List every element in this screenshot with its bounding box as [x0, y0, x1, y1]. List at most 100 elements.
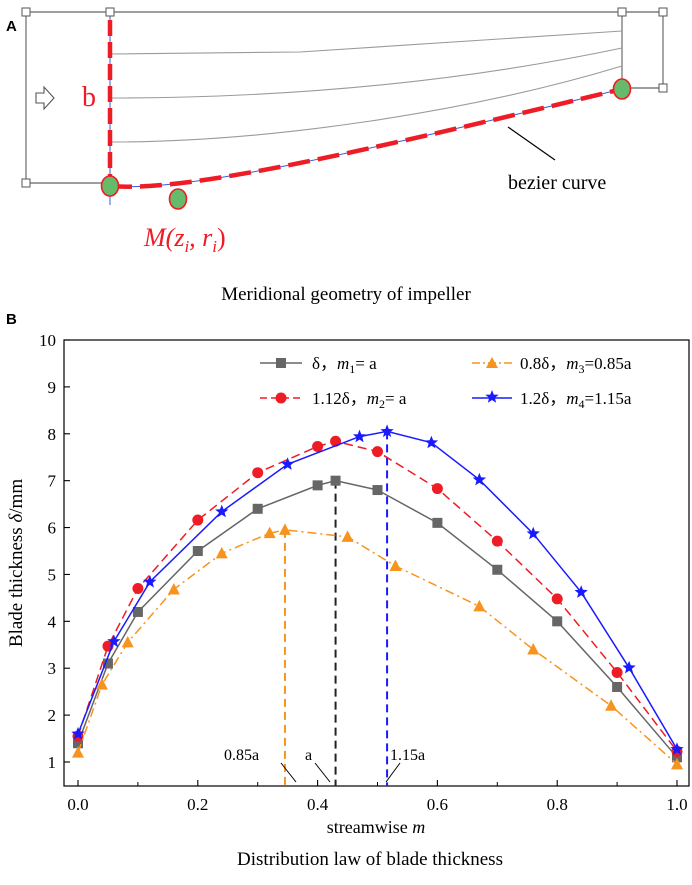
data-point	[605, 699, 618, 711]
legend-circle-marker	[275, 392, 287, 404]
control-point-end	[612, 78, 632, 100]
data-point	[622, 660, 636, 674]
series-4	[71, 424, 684, 755]
data-point	[672, 752, 682, 763]
series-1	[73, 475, 682, 763]
data-point	[71, 726, 85, 740]
data-point	[252, 503, 263, 514]
corner-marker	[105, 7, 115, 17]
corner-marker	[617, 7, 627, 17]
b-label: b	[82, 82, 96, 113]
data-point	[526, 526, 540, 540]
series-2	[72, 435, 683, 757]
bezier-curve	[109, 86, 623, 189]
data-point	[192, 514, 204, 526]
data-point	[132, 606, 143, 617]
leader-a	[314, 762, 331, 783]
data-point	[671, 757, 683, 770]
series-group	[71, 424, 684, 770]
y-tick-label: 2	[48, 706, 57, 725]
panel-a-label: A	[6, 18, 17, 35]
legend-item-series-3: 0.8δ，m3=0.85a	[472, 354, 632, 376]
plot-frame	[63, 339, 690, 787]
data-point	[102, 658, 113, 669]
data-point	[73, 738, 83, 749]
y-tick-label: 7	[48, 472, 57, 491]
x-tick-label: 0.2	[187, 795, 208, 814]
data-point	[278, 523, 291, 535]
series-3	[72, 523, 683, 770]
legend-label-series-1: δ，m1= a	[312, 354, 377, 376]
panel-a-caption: Meridional geometry of impeller	[221, 284, 471, 305]
outlet-outline	[622, 11, 664, 89]
x-tick-label: 0.8	[547, 795, 568, 814]
data-point	[551, 593, 563, 605]
data-point	[380, 424, 394, 438]
reference-lines	[283, 431, 389, 786]
data-point	[107, 634, 121, 648]
data-point	[574, 585, 588, 598]
data-point	[492, 564, 503, 575]
leader-0-85a	[280, 762, 297, 783]
data-point	[312, 440, 324, 452]
data-point	[491, 535, 503, 547]
label-a: a	[305, 747, 312, 764]
control-point-start	[100, 175, 120, 197]
bezier-curve-label: bezier curve	[508, 172, 606, 194]
data-point	[372, 485, 383, 496]
data-point	[431, 483, 443, 495]
corner-marker	[21, 178, 31, 188]
data-point	[121, 635, 134, 648]
data-point	[330, 475, 341, 486]
y-tick-label: 1	[48, 753, 57, 772]
corner-marker	[658, 83, 668, 93]
x-tick-label: 1.0	[666, 795, 687, 814]
corner-marker	[21, 7, 31, 17]
data-point	[72, 746, 84, 758]
label-1-15a: 1.15a	[390, 747, 425, 764]
legend-item-series-4: 1.2δ，m4=1.15a	[472, 389, 632, 411]
leader-1-15a	[385, 762, 401, 783]
streamline-3	[109, 65, 623, 143]
legend-triangle-marker	[486, 357, 498, 368]
legend: δ，m1= a 1.12δ，m2= a 0.8δ，m3=0.85a 1.2δ，m…	[260, 354, 632, 411]
data-point	[389, 559, 402, 572]
data-point	[281, 457, 295, 470]
panel-b-label: B	[6, 311, 17, 328]
panel-b: B 1 2 3 4 5 6 7 8 9 10 0.0 0.2 0.4 0.6 0.8 1.0 δ，m1= a…	[6, 311, 690, 870]
data-point	[473, 599, 486, 612]
point-m-label: M(zi, ri)	[143, 223, 226, 256]
legend-item-series-2: 1.12δ，m2= a	[260, 389, 407, 411]
data-point	[215, 504, 229, 518]
panel-a: A b M(zi, ri)	[6, 7, 668, 305]
data-point	[252, 467, 264, 479]
x-axis: 0.0 0.2 0.4 0.6 0.8 1.0	[67, 780, 688, 814]
data-point	[670, 742, 684, 755]
data-point	[372, 446, 383, 458]
data-point	[132, 583, 144, 595]
panel-b-caption: Distribution law of blade thickness	[237, 849, 503, 870]
y-tick-label: 6	[48, 519, 57, 538]
y-tick-label: 8	[48, 425, 57, 444]
data-point	[612, 681, 623, 692]
data-point	[143, 574, 157, 588]
control-point-m	[168, 188, 188, 210]
x-axis-title: streamwise m	[327, 817, 425, 837]
legend-item-series-1: δ，m1= a	[260, 354, 377, 376]
legend-square-marker	[276, 358, 286, 368]
y-axis: 1 2 3 4 5 6 7 8 9 10	[39, 331, 70, 772]
streamline-1	[109, 30, 623, 55]
data-point	[352, 429, 367, 443]
y-axis-title: Blade thickness δ/mm	[6, 479, 27, 647]
streamline-2	[109, 47, 623, 99]
y-tick-label: 9	[48, 378, 57, 397]
legend-label-series-4: 1.2δ，m4=1.15a	[520, 389, 632, 411]
x-tick-label: 0.0	[67, 795, 88, 814]
x-tick-label: 0.6	[427, 795, 448, 814]
x-tick-label: 0.4	[307, 795, 329, 814]
y-tick-label: 4	[48, 612, 57, 631]
y-tick-label: 3	[48, 659, 57, 678]
data-point	[215, 546, 228, 559]
series-1-line	[77, 479, 678, 758]
